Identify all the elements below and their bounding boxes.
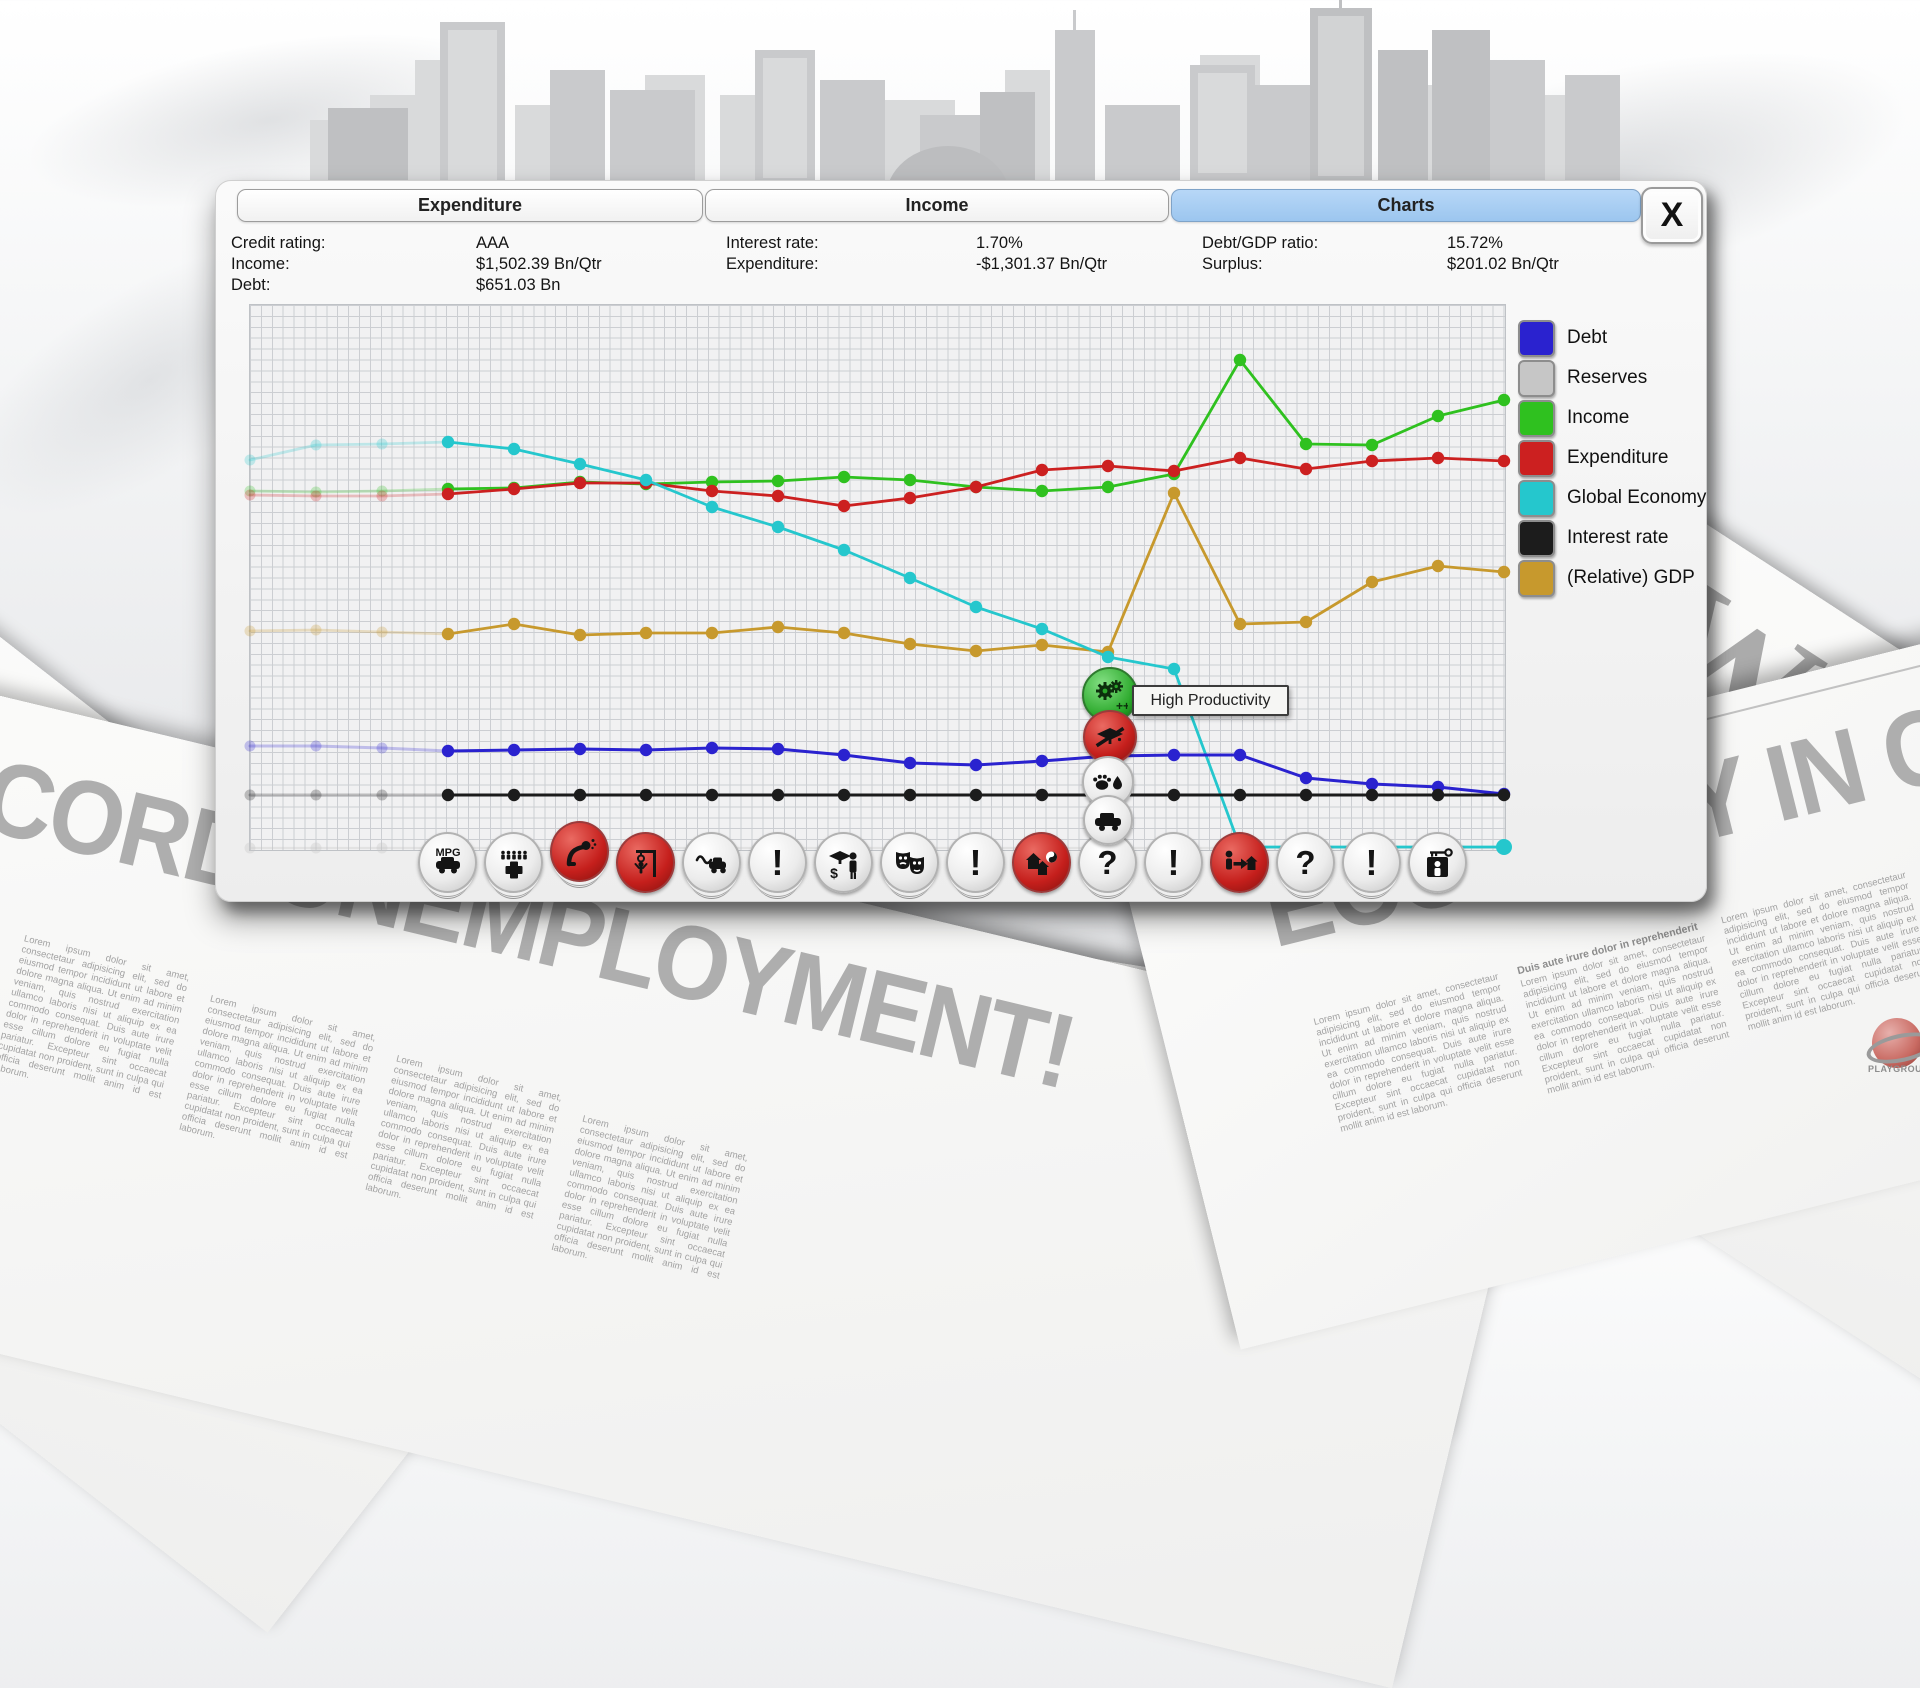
debt-label: Debt: (231, 276, 271, 294)
fuel-efficiency-icon[interactable]: MPG (418, 832, 477, 893)
key-person-door-icon (1426, 847, 1453, 877)
legend-item-income[interactable]: Income (1518, 399, 1629, 437)
legend-item-debt[interactable]: Debt (1518, 319, 1607, 357)
arts-subsidies-icon[interactable] (880, 832, 939, 893)
no-education-icon (1095, 726, 1125, 748)
tab-expenditure-label: Expenditure (417, 195, 523, 215)
exclamation-icon: ! (969, 841, 982, 883)
education-shortage-icon[interactable] (1083, 710, 1137, 764)
playground-logo: PLAYGROUND (1863, 1018, 1920, 1082)
gears-plus-icon: ++ (1096, 680, 1128, 713)
debt-value: $651.03 Bn (476, 276, 561, 294)
car-usage-icon[interactable] (1083, 795, 1133, 845)
close-button[interactable]: X (1641, 187, 1703, 244)
close-icon: X (1660, 196, 1684, 234)
svg-text:++: ++ (1116, 699, 1128, 713)
alert-icon-3[interactable]: ! (1144, 832, 1203, 893)
public-healthcare-icon[interactable] (484, 832, 543, 893)
legend-item-relative-gdp[interactable]: (Relative) GDP (1518, 559, 1695, 597)
interest-rate-value: 1.70% (976, 234, 1023, 252)
prison-policy-icon[interactable] (1408, 832, 1467, 893)
finance-charts-window: Expenditure Income Charts X Credit ratin… (215, 180, 1707, 902)
global-economy-swatch (1518, 479, 1555, 517)
city-skyline (310, 0, 1620, 190)
car-skid-icon (695, 854, 726, 873)
legend-item-reserves[interactable]: Reserves (1518, 359, 1647, 397)
tab-income[interactable]: Income (705, 189, 1169, 222)
grad-cap-dollar-person-icon: $ (828, 850, 857, 881)
theater-masks-icon (895, 851, 924, 874)
expenditure-value: -$1,301.37 Bn/Qtr (976, 255, 1108, 273)
expenditure-swatch (1518, 439, 1555, 477)
credit-rating-label: Credit rating: (231, 234, 326, 252)
road-safety-icon[interactable] (682, 832, 741, 893)
debt-swatch (1518, 319, 1555, 357)
housing-crisis-icon[interactable] (1012, 832, 1071, 893)
sick-person-icon (566, 838, 596, 866)
surplus-value: $201.02 Bn/Qtr (1447, 255, 1559, 273)
surplus-label: Surplus: (1202, 255, 1263, 273)
tooltip: High Productivity (1132, 685, 1289, 716)
expenditure-label: Expenditure: (726, 255, 819, 273)
emigration-icon[interactable] (1210, 832, 1269, 893)
income-value: $1,502.39 Bn/Qtr (476, 255, 602, 273)
income-swatch (1518, 399, 1555, 437)
exclamation-icon: ! (771, 841, 784, 883)
debt-gdp-label: Debt/GDP ratio: (1202, 234, 1319, 252)
education-grants-icon[interactable]: $ (814, 832, 873, 893)
gallows-icon (634, 849, 656, 877)
alert-icon-4[interactable]: ! (1342, 832, 1401, 893)
relative-gdp-swatch (1518, 559, 1555, 597)
people-cross-icon (500, 850, 527, 878)
tooltip-text: High Productivity (1150, 691, 1271, 709)
newspaper-column: Lorem ipsum dolor sit amet, consectetaur… (178, 993, 377, 1162)
tab-expenditure[interactable]: Expenditure (237, 189, 703, 222)
head-silhouette (886, 146, 1010, 190)
svg-text:$: $ (830, 865, 838, 881)
exclamation-icon: ! (1167, 841, 1180, 883)
epidemic-icon[interactable] (550, 821, 609, 882)
legend-item-global-economy[interactable]: Global Economy (1518, 479, 1706, 517)
newspaper-column: Lorem ipsum dolor sit amet, consectetaur… (550, 1113, 750, 1282)
interest-rate-swatch (1518, 519, 1555, 557)
tab-charts[interactable]: Charts (1171, 189, 1641, 222)
income-label: Income: (231, 255, 290, 273)
mpg-car-icon: MPG (435, 847, 460, 873)
person-to-house-icon (1225, 850, 1257, 870)
debt-gdp-value: 15.72% (1447, 234, 1503, 252)
legend-item-expenditure[interactable]: Expenditure (1518, 439, 1668, 477)
svg-text:MPG: MPG (435, 847, 460, 859)
suicides-icon[interactable] (616, 832, 675, 893)
alert-icon-1[interactable]: ! (748, 832, 807, 893)
credit-rating-value: AAA (476, 234, 510, 252)
logo-caption: PLAYGROUND (1868, 1064, 1920, 1074)
chart-series-canvas (244, 353, 1512, 855)
car-icon (1095, 813, 1121, 831)
newspaper-column: Lorem ipsum dolor sit amet, consectetaur… (1312, 971, 1524, 1135)
tab-charts-label: Charts (1377, 195, 1435, 215)
newspaper-column: Duis aute irure dolor in reprehenderit Lo… (1516, 920, 1731, 1097)
tab-income-label: Income (905, 195, 969, 215)
alert-icon-2[interactable]: ! (946, 832, 1005, 893)
paw-oil-drop-icon (1093, 774, 1122, 790)
legend-item-interest-rate[interactable]: Interest rate (1518, 519, 1668, 557)
newspaper-column: Lorem ipsum dolor sit amet, consectetaur… (364, 1053, 563, 1222)
reserves-swatch (1518, 359, 1555, 397)
question-icon: ? (1097, 843, 1118, 881)
interest-rate-label: Interest rate: (726, 234, 819, 252)
houses-yinyang-icon (1025, 851, 1057, 875)
finance-history-chart[interactable] (244, 304, 1512, 855)
question-icon: ? (1295, 843, 1316, 881)
unknown-icon-2[interactable]: ? (1276, 832, 1335, 893)
exclamation-icon: ! (1365, 841, 1378, 883)
logo-sphere (1872, 1018, 1920, 1068)
